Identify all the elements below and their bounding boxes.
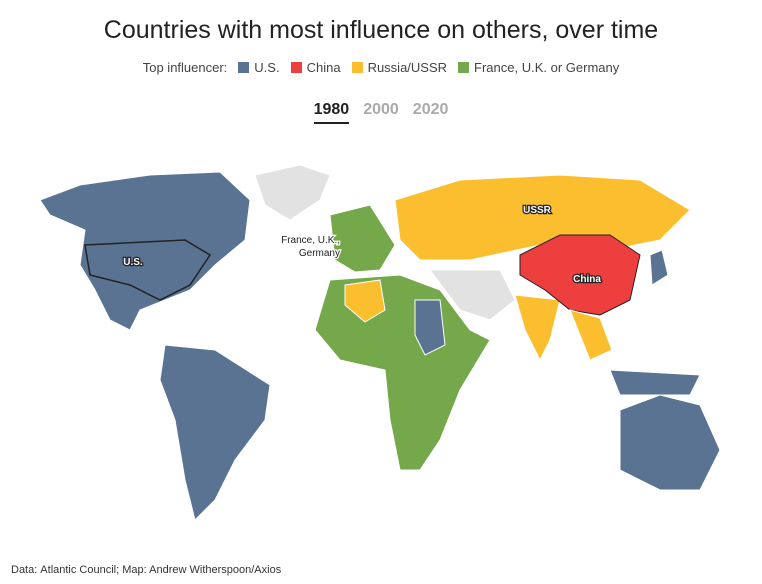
title: Countries with most influence on others,… (103, 16, 659, 44)
legend-item: U.S. (254, 60, 280, 75)
legend-swatch (351, 62, 363, 73)
source-suffix: ; Map: Andrew Witherspoon/Axios (116, 564, 282, 576)
australia (619, 394, 721, 491)
source-link[interactable]: Atlantic Council (40, 564, 117, 576)
legend-item: Russia/USSR (367, 60, 448, 75)
legend-label: Top influencer: (142, 60, 228, 75)
map-label: China (573, 274, 601, 285)
year-tab[interactable]: 1980 (313, 101, 350, 124)
source-prefix: Data: (11, 564, 38, 576)
map-label: USSR (523, 205, 552, 216)
legend-swatch (458, 62, 470, 73)
map-label: France, U.K., (281, 235, 340, 246)
north-america (39, 171, 251, 331)
year-tab[interactable]: 2020 (412, 101, 449, 118)
india (514, 294, 561, 362)
legend-swatch (290, 62, 302, 73)
map-label: Germany (299, 248, 340, 259)
south-america (159, 344, 271, 521)
china (519, 234, 641, 316)
algeria (344, 279, 386, 323)
year-tab[interactable]: 2000 (363, 101, 399, 118)
middle-east (429, 269, 516, 321)
japan (649, 249, 669, 286)
legend-item: France, U.K. or Germany (474, 60, 620, 75)
southeast-asia (569, 309, 613, 361)
africa (314, 274, 491, 471)
year-tabs: 1980 2000 2020 (0, 101, 762, 124)
legend-item: China (306, 60, 341, 75)
map-label: U.S. (123, 257, 143, 268)
legend-swatch (238, 62, 250, 73)
footer: Data: Atlantic Council; Map: Andrew Withe… (11, 564, 281, 576)
us-outline (84, 239, 212, 301)
legend: Top influencer: U.S. China Russia/USSR Fran… (0, 60, 762, 75)
europe (329, 204, 396, 273)
greenland (254, 164, 331, 221)
map: U.S. USSR China France, U.K., Germany (39, 164, 721, 521)
indonesia (609, 369, 701, 396)
sudan (414, 299, 446, 356)
